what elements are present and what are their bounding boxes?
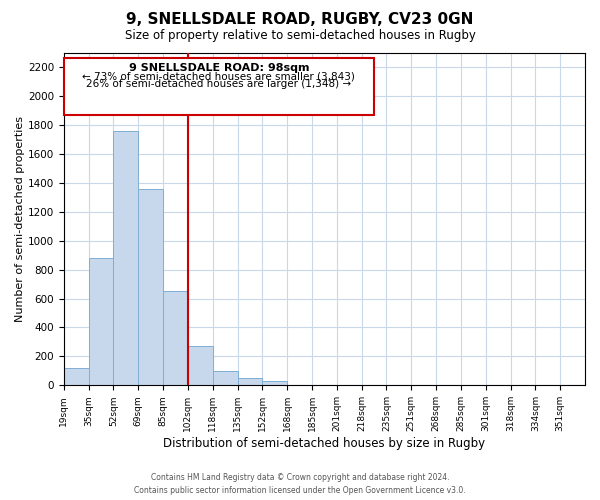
Text: 9 SNELLSDALE ROAD: 98sqm: 9 SNELLSDALE ROAD: 98sqm bbox=[128, 62, 309, 72]
FancyBboxPatch shape bbox=[64, 58, 374, 114]
Bar bbox=[212, 371, 238, 386]
Bar bbox=[262, 381, 287, 386]
Bar bbox=[138, 190, 163, 386]
Bar bbox=[113, 130, 138, 386]
Text: 26% of semi-detached houses are larger (1,348) →: 26% of semi-detached houses are larger (… bbox=[86, 78, 352, 88]
Text: 9, SNELLSDALE ROAD, RUGBY, CV23 0GN: 9, SNELLSDALE ROAD, RUGBY, CV23 0GN bbox=[127, 12, 473, 28]
Bar bbox=[238, 378, 262, 386]
Bar bbox=[188, 346, 212, 386]
Text: Contains HM Land Registry data © Crown copyright and database right 2024.
Contai: Contains HM Land Registry data © Crown c… bbox=[134, 474, 466, 495]
X-axis label: Distribution of semi-detached houses by size in Rugby: Distribution of semi-detached houses by … bbox=[163, 437, 485, 450]
Bar bbox=[64, 368, 89, 386]
Text: Size of property relative to semi-detached houses in Rugby: Size of property relative to semi-detach… bbox=[125, 28, 475, 42]
Y-axis label: Number of semi-detached properties: Number of semi-detached properties bbox=[15, 116, 25, 322]
Bar bbox=[163, 292, 188, 386]
Bar bbox=[89, 258, 113, 386]
Text: ← 73% of semi-detached houses are smaller (3,843): ← 73% of semi-detached houses are smalle… bbox=[82, 72, 355, 82]
